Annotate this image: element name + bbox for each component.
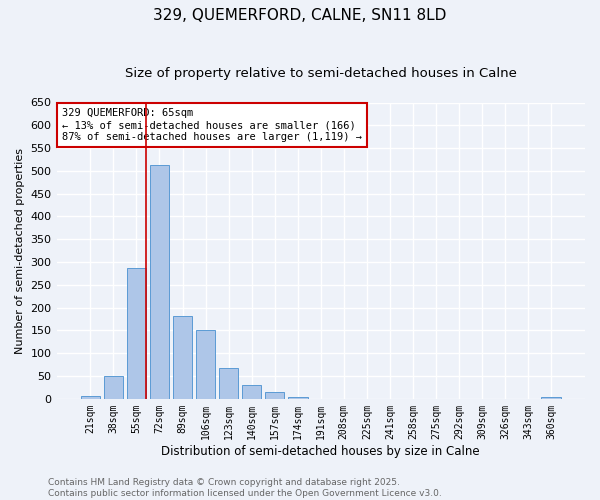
- Text: 329, QUEMERFORD, CALNE, SN11 8LD: 329, QUEMERFORD, CALNE, SN11 8LD: [154, 8, 446, 22]
- Bar: [242, 385, 262, 399]
- Bar: [104, 376, 123, 399]
- Bar: [265, 392, 284, 399]
- Bar: [149, 165, 169, 399]
- Bar: [173, 316, 193, 399]
- Text: 329 QUEMERFORD: 65sqm
← 13% of semi-detached houses are smaller (166)
87% of sem: 329 QUEMERFORD: 65sqm ← 13% of semi-deta…: [62, 108, 362, 142]
- Bar: [541, 396, 561, 399]
- Bar: [219, 368, 238, 399]
- Bar: [196, 330, 215, 399]
- Bar: [80, 396, 100, 399]
- Text: Contains HM Land Registry data © Crown copyright and database right 2025.
Contai: Contains HM Land Registry data © Crown c…: [48, 478, 442, 498]
- Bar: [127, 268, 146, 399]
- Bar: [288, 396, 308, 399]
- Title: Size of property relative to semi-detached houses in Calne: Size of property relative to semi-detach…: [125, 68, 517, 80]
- Y-axis label: Number of semi-detached properties: Number of semi-detached properties: [15, 148, 25, 354]
- X-axis label: Distribution of semi-detached houses by size in Calne: Distribution of semi-detached houses by …: [161, 444, 480, 458]
